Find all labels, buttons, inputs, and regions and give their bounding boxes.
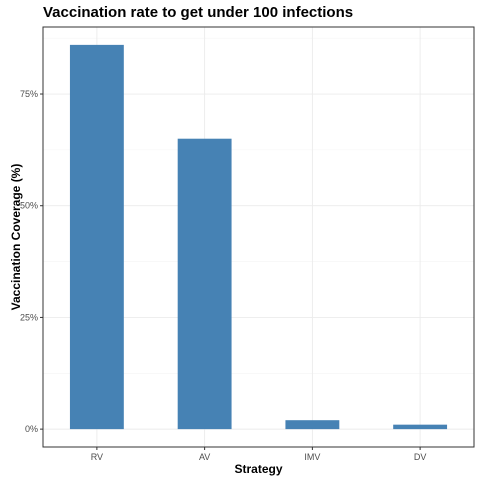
x-tick-label: DV (414, 452, 427, 462)
chart-title: Vaccination rate to get under 100 infect… (43, 4, 353, 21)
bar-rv (69, 44, 124, 430)
y-tick-label: 75% (20, 89, 38, 99)
bar-dv (393, 424, 448, 430)
y-tick-label: 50% (20, 201, 38, 211)
x-tick-label: RV (91, 452, 103, 462)
bar-imv (285, 420, 340, 430)
x-axis-title: Strategy (234, 462, 282, 476)
y-axis-title: Vaccination Coverage (%) (9, 164, 23, 311)
x-axis: RV AV IMV DV (91, 447, 427, 462)
y-tick-label: 0% (25, 424, 38, 434)
bars (69, 44, 448, 430)
x-tick-label: IMV (304, 452, 320, 462)
y-tick-label: 25% (20, 312, 38, 322)
bar-av (177, 138, 232, 430)
x-tick-label: AV (199, 452, 210, 462)
y-axis: 0% 25% 50% 75% (20, 89, 43, 434)
plot-panel (42, 26, 475, 448)
